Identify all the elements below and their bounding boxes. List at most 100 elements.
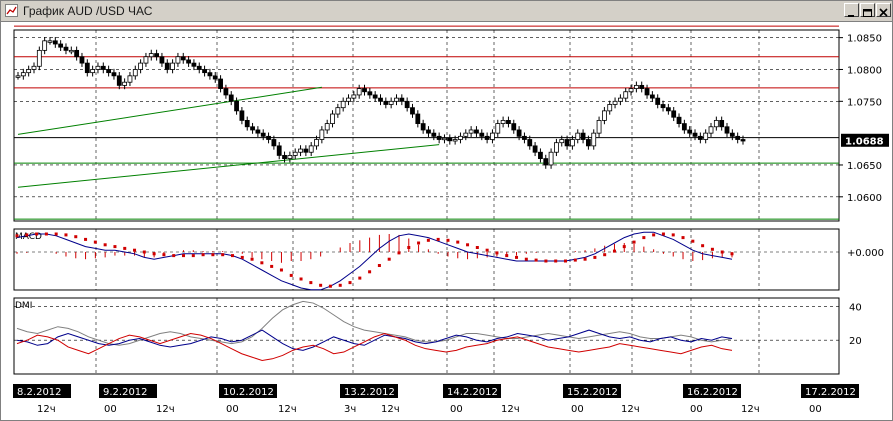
candle-body	[516, 129, 522, 137]
candle-body	[729, 132, 735, 137]
candle-body	[378, 97, 383, 102]
candle-body	[335, 107, 341, 115]
minimize-icon	[848, 15, 854, 17]
candle-body	[458, 135, 463, 140]
candle-body	[431, 132, 437, 137]
candle-body	[447, 137, 453, 142]
signal-dot	[515, 255, 519, 259]
candle-body	[522, 135, 527, 140]
signal-dot	[671, 233, 675, 237]
hour-label: 3ч	[344, 404, 356, 415]
signal-dot	[407, 246, 411, 249]
trend-line	[17, 86, 322, 135]
candle-body	[202, 69, 207, 74]
macd-tick-label: +0.000	[847, 248, 884, 259]
candle-body	[735, 135, 741, 140]
hour-label: 00	[450, 404, 463, 415]
candle-body	[575, 132, 581, 140]
candle-body	[591, 132, 597, 147]
date-label-bg	[99, 384, 157, 398]
candle-body	[586, 139, 591, 147]
hour-label: 12ч	[156, 404, 175, 415]
candle-body	[95, 65, 101, 70]
candle-body	[442, 137, 447, 141]
signal-dot	[446, 238, 450, 242]
signal-dot	[701, 244, 705, 248]
candle-body	[111, 72, 117, 77]
time-axis: 8.2.2012 9.2.2012 10.2.2012 13.2.2012 14.2.2…	[13, 384, 859, 415]
date-label-bg	[219, 384, 277, 398]
date-label: 10.2.2012	[223, 387, 274, 398]
signal-dot	[211, 253, 215, 257]
signal-dot	[289, 273, 293, 277]
candle-body	[196, 65, 202, 70]
candle-body	[159, 56, 165, 64]
candle-body	[100, 65, 106, 70]
date-label: 9.2.2012	[103, 387, 148, 398]
signal-dot	[475, 246, 479, 249]
signal-dot	[387, 257, 391, 261]
candle-body	[218, 78, 223, 89]
signal-dot	[583, 257, 587, 261]
signal-dot	[710, 247, 714, 251]
signal-dot	[368, 270, 372, 274]
candle-body	[527, 139, 533, 147]
candle-body	[116, 75, 122, 86]
candle-body	[415, 113, 421, 124]
candle-body	[692, 132, 698, 137]
candle-body	[330, 113, 335, 124]
candle-body	[340, 100, 346, 109]
candle-body	[628, 88, 634, 93]
signal-dot	[436, 237, 440, 241]
candle-body	[356, 88, 362, 96]
chart-area[interactable]: 1.0850 1.0800 1.0750 1.0650 1.0600 1.0688 MAC…	[1, 22, 892, 421]
candle-body	[26, 69, 32, 74]
candle-body	[474, 129, 479, 134]
candle-body	[570, 139, 575, 147]
price-panel[interactable]: 1.0850 1.0800 1.0750 1.0650 1.0600 1.0688	[13, 25, 889, 222]
candle-body	[180, 56, 186, 61]
candle-body	[250, 126, 255, 131]
candle-body	[554, 142, 559, 153]
candle-body	[68, 49, 74, 53]
date-label: 14.2.2012	[447, 387, 498, 398]
signal-dot	[720, 250, 724, 254]
signal-dot	[162, 253, 166, 257]
macd-panel[interactable]: MACD +0.000	[13, 228, 884, 291]
candle-body	[724, 126, 730, 134]
hour-label: 00	[104, 404, 117, 415]
candle-body	[127, 75, 133, 83]
candle-body	[308, 145, 314, 153]
close-button[interactable]	[876, 3, 891, 17]
signal-dot	[279, 268, 283, 272]
adx-line	[16, 300, 733, 346]
signal-dot	[603, 253, 607, 257]
candle-body	[559, 139, 565, 144]
macd-plot-frame	[13, 228, 840, 291]
signal-dot	[15, 234, 19, 238]
date-label-bg	[801, 384, 859, 398]
dmi-panel[interactable]: DMI 40 20	[13, 297, 862, 375]
candle-body	[287, 155, 293, 160]
current-price-tag	[841, 133, 889, 147]
candle-body	[490, 132, 495, 140]
signal-dot	[348, 281, 352, 285]
candle-body	[175, 56, 181, 64]
signal-dot	[142, 250, 146, 254]
candle-body	[703, 132, 709, 140]
hour-label: 12ч	[621, 404, 640, 415]
candle-body	[186, 59, 191, 64]
signal-dot	[485, 248, 489, 252]
hour-label: 12ч	[37, 404, 56, 415]
signal-dot	[622, 245, 626, 249]
hour-label: 12ч	[501, 404, 520, 415]
maximize-button[interactable]	[860, 3, 875, 17]
candle-body	[234, 100, 239, 112]
title-bar[interactable]: График AUD /USD ЧАС	[1, 1, 892, 22]
candle-body	[15, 75, 21, 78]
minimize-button[interactable]	[844, 3, 859, 17]
candle-body	[292, 151, 298, 156]
candle-body	[655, 97, 661, 105]
signal-dot	[377, 264, 381, 267]
